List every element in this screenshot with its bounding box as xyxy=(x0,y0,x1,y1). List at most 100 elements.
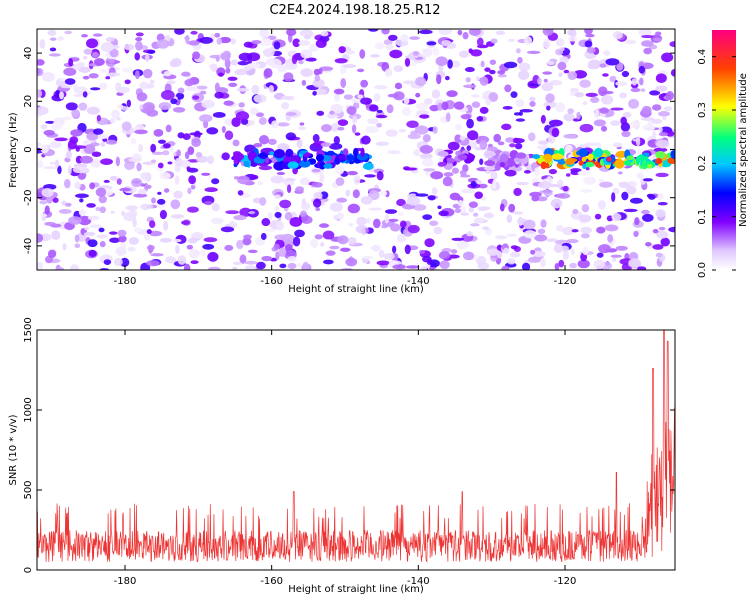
heatmap-noise-blob xyxy=(138,188,147,195)
heatmap-noise-blob xyxy=(145,53,150,62)
heatmap-signal-blob xyxy=(642,152,650,157)
heatmap-noise-blob xyxy=(244,260,258,265)
heatmap-noise-blob xyxy=(92,128,104,135)
heatmap-noise-blob xyxy=(599,107,609,114)
heatmap-noise-blob xyxy=(465,77,471,83)
heatmap-noise-blob xyxy=(477,206,491,211)
heatmap-noise-blob xyxy=(103,179,110,183)
heatmap-noise-blob xyxy=(429,220,439,226)
heatmap-noise-blob xyxy=(594,108,600,119)
heatmap-noise-blob xyxy=(636,172,645,180)
heatmap-noise-blob xyxy=(333,88,345,95)
heatmap-noise-blob xyxy=(278,247,287,257)
heatmap-noise-blob xyxy=(366,217,371,224)
heatmap-noise-blob xyxy=(181,71,191,77)
heatmap-noise-blob xyxy=(424,98,433,105)
heatmap-noise-blob xyxy=(618,183,631,189)
heatmap-noise-blob xyxy=(642,178,653,182)
heatmap-noise-blob xyxy=(570,168,582,173)
heatmap-noise-blob xyxy=(233,261,243,266)
heatmap-noise-blob xyxy=(173,151,178,157)
spectrogram-x-tick-label: -180 xyxy=(114,276,137,287)
heatmap-noise-blob xyxy=(88,249,97,258)
heatmap-noise-blob xyxy=(599,63,607,68)
heatmap-noise-blob xyxy=(630,87,641,93)
heatmap-noise-blob xyxy=(44,205,50,215)
heatmap-noise-blob xyxy=(347,236,357,245)
heatmap-signal-blob xyxy=(515,152,527,159)
heatmap-noise-blob xyxy=(392,264,406,270)
heatmap-noise-blob xyxy=(437,102,443,111)
heatmap-noise-blob xyxy=(248,211,256,215)
heatmap-noise-blob xyxy=(657,201,668,206)
heatmap-noise-blob xyxy=(584,29,593,35)
heatmap-noise-blob xyxy=(122,67,134,73)
heatmap-noise-blob xyxy=(78,209,86,216)
heatmap-noise-blob xyxy=(478,183,488,189)
heatmap-noise-blob xyxy=(530,249,536,255)
heatmap-noise-blob xyxy=(584,142,599,146)
heatmap-noise-blob xyxy=(64,30,73,35)
heatmap-noise-blob xyxy=(320,242,325,247)
heatmap-noise-blob xyxy=(40,144,50,154)
heatmap-noise-blob xyxy=(251,84,260,95)
heatmap-noise-blob xyxy=(133,227,142,233)
heatmap-noise-blob xyxy=(367,118,379,125)
heatmap-noise-blob xyxy=(169,59,178,68)
heatmap-noise-blob xyxy=(49,141,62,149)
heatmap-noise-blob xyxy=(517,56,523,64)
heatmap-noise-blob xyxy=(629,197,643,204)
heatmap-noise-blob xyxy=(126,99,132,108)
heatmap-noise-blob xyxy=(637,266,647,270)
heatmap-noise-blob xyxy=(455,123,462,131)
heatmap-noise-blob xyxy=(37,59,45,66)
heatmap-noise-blob xyxy=(490,38,498,44)
heatmap-noise-blob xyxy=(82,75,90,80)
heatmap-noise-blob xyxy=(283,72,294,82)
heatmap-noise-blob xyxy=(561,226,575,236)
heatmap-noise-blob xyxy=(268,84,274,93)
heatmap-noise-blob xyxy=(567,29,576,36)
heatmap-noise-blob xyxy=(450,249,458,254)
heatmap-noise-blob xyxy=(445,112,451,122)
heatmap-noise-blob xyxy=(121,121,132,131)
heatmap-noise-blob xyxy=(292,38,301,48)
heatmap-noise-blob xyxy=(181,220,190,225)
heatmap-noise-blob xyxy=(474,217,485,223)
heatmap-noise-blob xyxy=(526,50,541,55)
heatmap-noise-blob xyxy=(74,181,81,190)
heatmap-noise-blob xyxy=(100,158,113,165)
heatmap-noise-blob xyxy=(373,92,381,102)
heatmap-noise-blob xyxy=(431,89,441,99)
heatmap-signal-blob xyxy=(285,148,294,158)
heatmap-noise-blob xyxy=(451,60,461,68)
heatmap-noise-blob xyxy=(384,68,393,77)
heatmap-noise-blob xyxy=(136,162,142,172)
heatmap-noise-blob xyxy=(313,198,322,208)
heatmap-noise-blob xyxy=(275,220,285,231)
heatmap-noise-blob xyxy=(52,197,59,203)
heatmap-signal-blob xyxy=(540,161,547,170)
heatmap-noise-blob xyxy=(404,167,418,171)
heatmap-noise-blob xyxy=(239,254,247,264)
heatmap-noise-blob xyxy=(51,230,61,241)
heatmap-noise-blob xyxy=(601,125,608,132)
heatmap-noise-blob xyxy=(540,114,546,124)
heatmap-noise-blob xyxy=(489,59,497,65)
heatmap-noise-blob xyxy=(300,49,313,59)
heatmap-noise-blob xyxy=(74,193,89,198)
heatmap-noise-blob xyxy=(612,142,623,148)
heatmap-noise-blob xyxy=(207,155,214,165)
heatmap-noise-blob xyxy=(579,123,594,133)
snr-y-tick-label: 500 xyxy=(23,480,34,499)
heatmap-peak-point xyxy=(606,156,612,162)
heatmap-noise-blob xyxy=(542,29,554,36)
heatmap-noise-blob xyxy=(464,67,475,73)
heatmap-noise-blob xyxy=(531,195,540,202)
heatmap-noise-blob xyxy=(599,181,613,188)
heatmap-noise-blob xyxy=(91,151,102,157)
snr-x-tick-label: -120 xyxy=(554,576,577,587)
heatmap-noise-blob xyxy=(555,102,566,113)
heatmap-noise-blob xyxy=(40,124,48,130)
heatmap-noise-blob xyxy=(470,49,483,57)
